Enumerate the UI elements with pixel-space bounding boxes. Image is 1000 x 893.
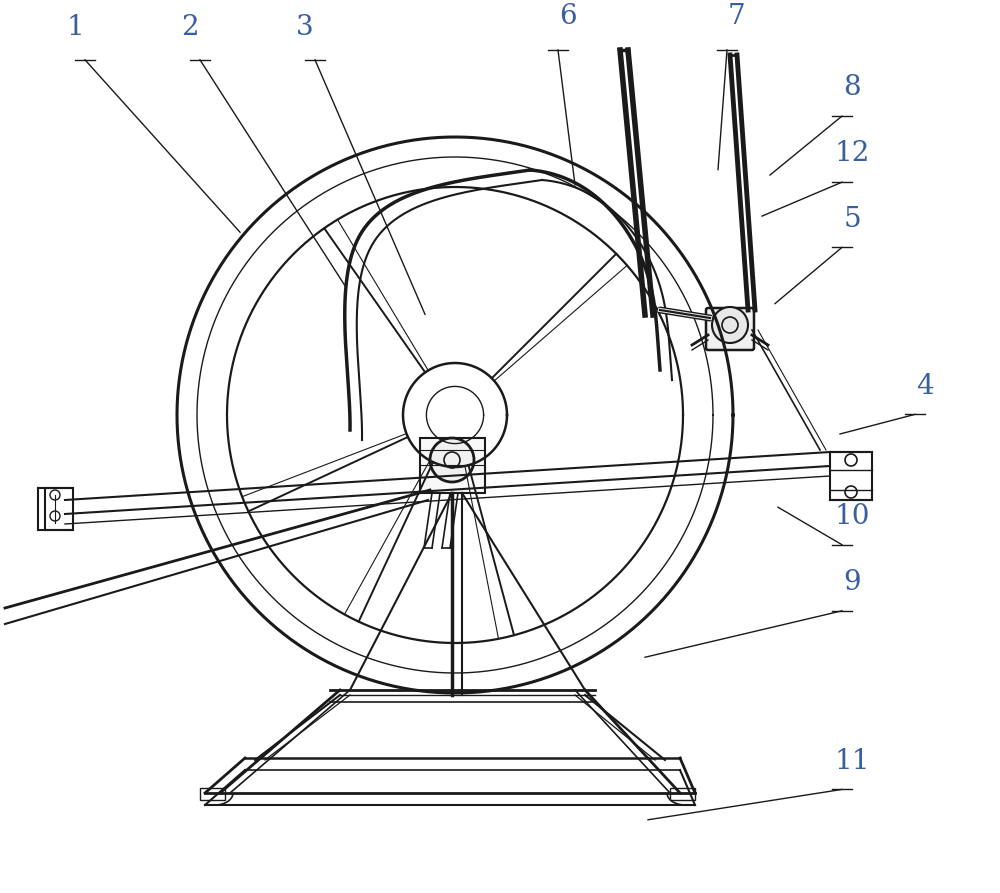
- Text: 6: 6: [559, 3, 577, 30]
- Text: 2: 2: [181, 13, 199, 41]
- Bar: [45, 488, 73, 530]
- Bar: [670, 788, 695, 800]
- Text: 5: 5: [843, 205, 861, 233]
- Bar: [830, 452, 872, 500]
- Text: 12: 12: [834, 140, 870, 168]
- Circle shape: [430, 438, 474, 482]
- Text: 1: 1: [66, 13, 84, 41]
- Text: 3: 3: [296, 13, 314, 41]
- Text: 4: 4: [916, 372, 934, 400]
- Bar: [200, 788, 225, 800]
- Text: 9: 9: [843, 569, 861, 597]
- Text: 7: 7: [728, 3, 746, 30]
- FancyBboxPatch shape: [706, 308, 754, 350]
- Text: 11: 11: [834, 747, 870, 775]
- Text: 10: 10: [834, 503, 870, 530]
- Circle shape: [712, 307, 748, 343]
- Text: 8: 8: [843, 74, 861, 102]
- Bar: [420, 438, 485, 493]
